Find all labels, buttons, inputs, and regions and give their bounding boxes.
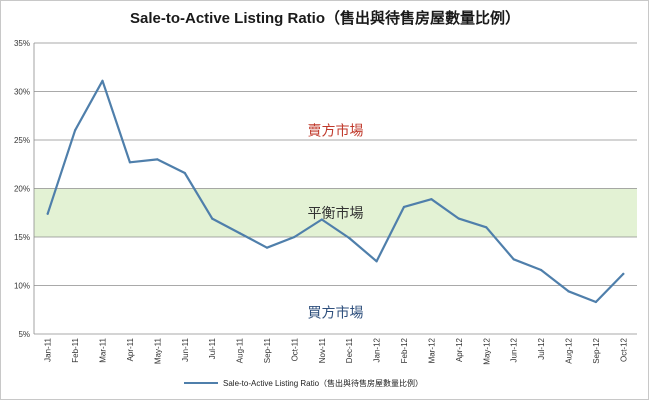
y-tick-label: 10% bbox=[14, 282, 30, 291]
data-point bbox=[430, 198, 433, 201]
x-tick-label: Apr-11 bbox=[126, 337, 135, 361]
x-tick-label: Aug-12 bbox=[564, 337, 573, 363]
x-tick-label: Jul-12 bbox=[537, 337, 546, 359]
legend-label: Sale-to-Active Listing Ratio（售出與待售房屋數量比例… bbox=[223, 378, 423, 388]
series-line-0 bbox=[46, 79, 625, 304]
y-tick-label: 25% bbox=[14, 136, 30, 145]
x-tick-label: Oct-12 bbox=[619, 337, 628, 362]
x-tick-label: Nov-11 bbox=[318, 337, 327, 363]
y-tick-label: 15% bbox=[14, 233, 30, 242]
x-tick-labels: Jan-11 Feb-11 Mar-11 Apr-11 May-11 Jun-11 Jul-… bbox=[44, 337, 629, 364]
y-tick-labels: 5% 10% 15% 20% 25% 30% 35% bbox=[14, 39, 30, 339]
data-point bbox=[156, 158, 159, 161]
x-tick-label: May-12 bbox=[482, 337, 491, 364]
x-tick-label: Oct-11 bbox=[290, 337, 299, 361]
x-tick-label: Jan-11 bbox=[44, 337, 53, 361]
x-tick-label: Dec-11 bbox=[345, 337, 354, 363]
band-label-2: 買方市場 bbox=[308, 305, 364, 322]
x-tick-label: Feb-11 bbox=[71, 337, 80, 362]
data-point bbox=[567, 290, 570, 293]
y-tick-label: 35% bbox=[14, 39, 30, 48]
x-tick-label: Sep-11 bbox=[263, 337, 272, 363]
data-point bbox=[539, 268, 543, 272]
data-point bbox=[183, 171, 186, 175]
data-point bbox=[293, 235, 296, 239]
y-tick-label: 30% bbox=[14, 88, 30, 97]
chart-title: Sale-to-Active Listing Ratio（售出與待售房屋數量比例… bbox=[130, 9, 520, 27]
data-point bbox=[265, 246, 269, 249]
x-tick-label: Jun-12 bbox=[510, 337, 519, 362]
data-point bbox=[375, 260, 378, 263]
data-point bbox=[211, 217, 214, 220]
data-point bbox=[485, 226, 488, 229]
y-tick-label: 5% bbox=[18, 330, 30, 339]
data-point bbox=[238, 232, 241, 235]
data-point bbox=[402, 205, 406, 209]
data-point bbox=[594, 300, 597, 304]
x-tick-label: Feb-12 bbox=[400, 337, 409, 363]
data-point bbox=[348, 236, 351, 240]
x-tick-label: Jun-11 bbox=[181, 337, 190, 361]
x-tick-label: Mar-12 bbox=[427, 337, 436, 363]
x-tick-label: Jan-12 bbox=[373, 337, 382, 362]
x-tick-label: May-11 bbox=[153, 337, 162, 364]
data-point bbox=[128, 161, 132, 164]
data-point bbox=[622, 272, 625, 275]
x-tick-label: Mar-11 bbox=[99, 337, 108, 362]
data-point bbox=[457, 217, 460, 220]
series-layer bbox=[46, 79, 625, 304]
band-label-0: 平衡市場 bbox=[308, 205, 364, 222]
x-tick-label: Sep-12 bbox=[592, 337, 601, 363]
y-tick-label: 20% bbox=[14, 185, 30, 194]
data-point bbox=[320, 218, 323, 221]
data-point bbox=[74, 129, 77, 132]
x-tick-label: Jul-11 bbox=[208, 337, 217, 359]
grid-layer bbox=[33, 42, 637, 335]
x-tick-label: Aug-11 bbox=[236, 337, 245, 363]
data-point bbox=[46, 212, 49, 215]
x-tick-label: Apr-12 bbox=[455, 337, 464, 362]
data-point bbox=[101, 79, 104, 82]
data-point bbox=[512, 258, 515, 261]
legend: Sale-to-Active Listing Ratio（售出與待售房屋數量比例… bbox=[184, 378, 423, 388]
band-label-1: 賣方市場 bbox=[308, 122, 364, 139]
